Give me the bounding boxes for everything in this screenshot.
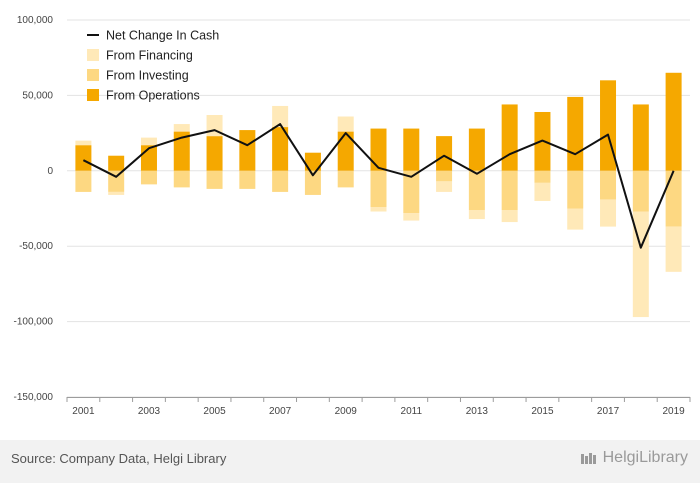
bar-financing-2017 — [600, 199, 617, 227]
bar-financing-2015 — [534, 182, 551, 201]
legend-item: From Operations — [87, 89, 200, 103]
net-change-line — [82, 123, 675, 249]
legend-swatch-box — [87, 69, 99, 81]
bar-financing-2010 — [370, 206, 387, 212]
bar-investing-2002 — [108, 170, 125, 192]
x-tick-label: 2019 — [662, 406, 685, 417]
legend-label: From Financing — [106, 49, 193, 63]
library-icon — [580, 453, 596, 464]
legend-label: From Operations — [106, 89, 200, 103]
bar-operations-2006 — [239, 130, 256, 171]
bar-investing-2016 — [567, 170, 584, 209]
bar-operations-2019 — [665, 72, 682, 171]
bar-financing-2012 — [436, 181, 453, 192]
bar-investing-2012 — [436, 170, 453, 182]
bar-investing-2007 — [272, 170, 289, 192]
bar-operations-2008 — [304, 152, 321, 171]
legend-swatch-box — [87, 49, 99, 61]
bar-investing-2013 — [468, 170, 485, 211]
bar-operations-2005 — [206, 136, 223, 171]
bar-operations-2012 — [436, 136, 453, 171]
bar-operations-2001 — [75, 145, 92, 171]
x-tick-label: 2005 — [203, 406, 226, 417]
x-tick-label: 2011 — [401, 406, 423, 417]
bar-operations-2007 — [272, 127, 289, 171]
bar-financing-2001 — [75, 140, 92, 146]
bar-operations-2016 — [567, 96, 584, 171]
bar-financing-2004 — [173, 124, 190, 132]
y-tick-label: 100,000 — [17, 15, 54, 26]
bar-investing-2008 — [304, 170, 321, 195]
bar-investing-2001 — [75, 170, 92, 192]
brand-logo: HelgiLibrary — [580, 449, 688, 467]
bar-investing-2005 — [206, 170, 223, 189]
bar-financing-2009 — [337, 116, 354, 132]
x-tick-label: 2015 — [531, 406, 554, 417]
bar-operations-2018 — [632, 104, 649, 171]
y-tick-label: 50,000 — [22, 90, 53, 101]
y-tick-label: -100,000 — [14, 317, 54, 328]
legend-item: Net Change In Cash — [87, 29, 219, 43]
bar-operations-2002 — [108, 155, 125, 171]
bar-investing-2018 — [632, 170, 649, 212]
bar-financing-2002 — [108, 191, 125, 195]
footer: Source: Company Data, Helgi Library Helg… — [0, 440, 700, 483]
legend-label: Net Change In Cash — [106, 29, 219, 43]
bar-financing-2014 — [501, 210, 518, 223]
x-tick-label: 2009 — [335, 406, 358, 417]
bar-investing-2010 — [370, 170, 387, 207]
x-tick-label: 2017 — [597, 406, 620, 417]
y-tick-label: -50,000 — [19, 241, 53, 252]
source-text: Source: Company Data, Helgi Library — [11, 451, 227, 466]
bar-investing-2017 — [600, 170, 617, 200]
bar-investing-2006 — [239, 170, 256, 189]
bar-investing-2015 — [534, 170, 551, 183]
axes: 100,000 50,000 0 -50,000 -100,000 -150,000 200… — [14, 15, 691, 417]
legend-label: From Investing — [106, 69, 189, 83]
bars — [75, 72, 682, 318]
bar-investing-2019 — [665, 170, 682, 227]
bar-investing-2009 — [337, 170, 354, 188]
legend-swatch-box — [87, 89, 99, 101]
x-tick-label: 2003 — [138, 406, 161, 417]
bar-financing-2011 — [403, 213, 420, 221]
bar-operations-2010 — [370, 128, 387, 171]
bar-operations-2013 — [468, 128, 485, 171]
bar-investing-2011 — [403, 170, 420, 214]
x-tick-label: 2007 — [269, 406, 292, 417]
legend: Net Change In Cash From Financing From Inv… — [87, 29, 219, 103]
y-tick-label: 0 — [47, 166, 53, 177]
bar-operations-2014 — [501, 104, 518, 171]
bar-investing-2003 — [140, 170, 157, 185]
bar-operations-2004 — [173, 131, 190, 171]
bar-financing-2003 — [140, 137, 157, 146]
x-tick-label: 2013 — [466, 406, 489, 417]
bar-financing-2013 — [468, 210, 485, 220]
bar-financing-2019 — [665, 226, 682, 272]
bar-operations-2009 — [337, 131, 354, 171]
brand-name: HelgiLibrary — [602, 449, 688, 466]
bar-investing-2014 — [501, 170, 518, 211]
bar-financing-2016 — [567, 208, 584, 230]
y-tick-label: -150,000 — [14, 392, 54, 403]
bar-operations-2011 — [403, 128, 420, 171]
legend-item: From Financing — [87, 49, 193, 63]
bar-investing-2004 — [173, 170, 190, 188]
legend-item: From Investing — [87, 69, 189, 83]
bar-financing-2007 — [272, 105, 289, 128]
x-tick-label: 2001 — [72, 406, 95, 417]
